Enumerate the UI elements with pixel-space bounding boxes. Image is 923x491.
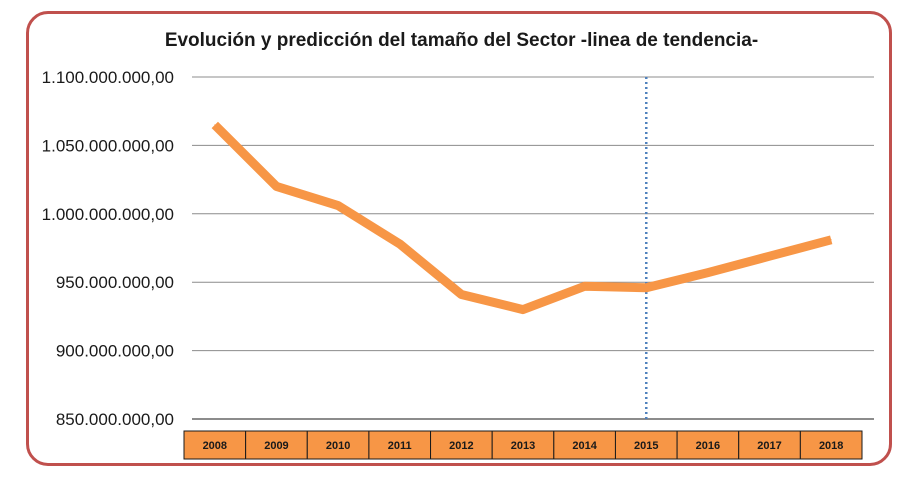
data-point <box>707 272 709 274</box>
data-point <box>830 239 832 241</box>
x-tick-label: 2010 <box>326 440 350 452</box>
x-category-cell <box>553 430 616 460</box>
x-tick-label: 2015 <box>634 440 658 452</box>
x-tick-label: 2014 <box>572 440 597 452</box>
x-category-cell <box>491 430 555 460</box>
y-tick-label: 1.100.000.000,00 <box>42 68 174 87</box>
data-point <box>584 285 586 287</box>
x-category-cell <box>430 430 493 460</box>
x-category-cell <box>799 430 863 460</box>
x-tick-label: 2009 <box>264 440 288 452</box>
x-tick-label: 2016 <box>696 440 720 452</box>
data-point <box>769 255 771 257</box>
x-category-cell <box>676 430 740 460</box>
y-tick-label: 1.000.000.000,00 <box>42 205 174 224</box>
x-category-cell <box>368 430 432 460</box>
x-category-cell <box>738 430 801 460</box>
x-tick-label: 2008 <box>203 440 227 452</box>
x-tick-label: 2012 <box>449 440 473 452</box>
data-point <box>214 124 216 126</box>
data-point <box>337 205 339 207</box>
y-tick-label: 900.000.000,00 <box>56 342 174 361</box>
data-point <box>460 294 462 296</box>
x-tick-label: 2013 <box>511 440 535 452</box>
y-tick-label: 950.000.000,00 <box>56 273 174 292</box>
chart-title: Evolución y predicción del tamaño del Se… <box>164 30 759 51</box>
data-point <box>275 185 277 187</box>
x-tick-label: 2017 <box>757 440 781 452</box>
x-category-cell <box>306 430 370 460</box>
x-category-cell <box>245 430 308 460</box>
x-tick-label: 2018 <box>819 440 843 452</box>
data-point <box>522 309 524 311</box>
x-tick-label: 2011 <box>388 440 412 452</box>
data-point <box>399 243 401 245</box>
chart-frame <box>26 11 892 466</box>
y-tick-label: 1.050.000.000,00 <box>42 136 174 155</box>
data-point <box>645 287 647 289</box>
y-tick-label: 850.000.000,00 <box>56 410 174 429</box>
